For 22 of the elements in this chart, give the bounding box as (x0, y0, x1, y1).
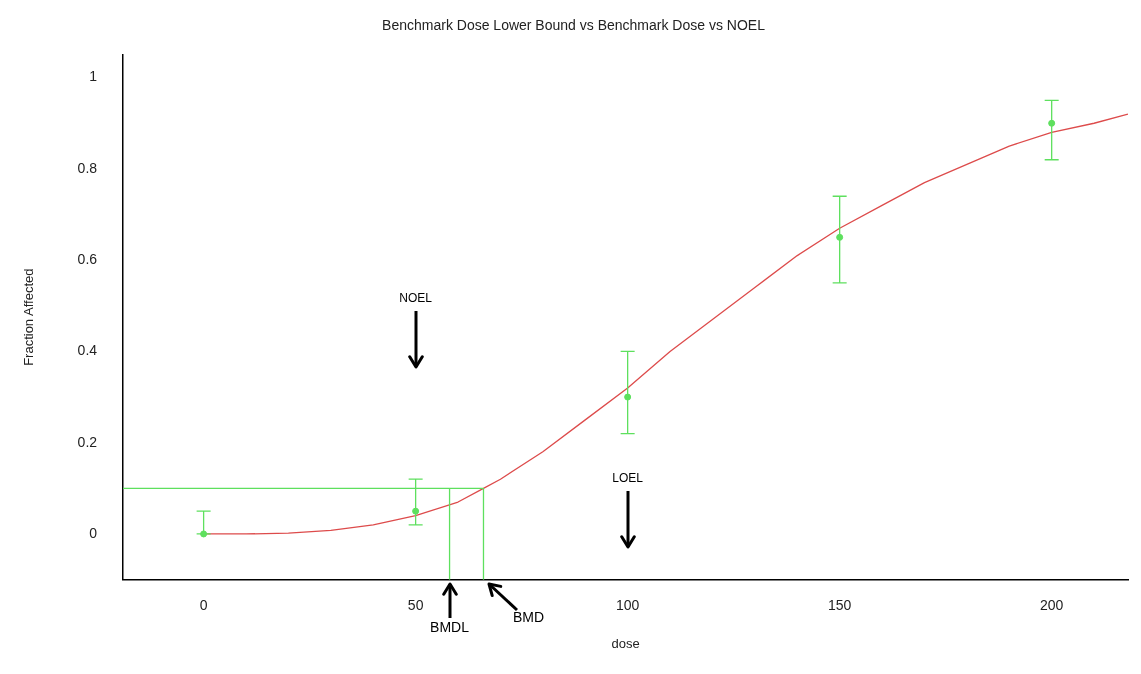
y-tick-label: 0 (89, 524, 98, 541)
point (624, 393, 632, 401)
y-tick-label: 0.2 (77, 433, 98, 450)
y-tick-label: 0.4 (77, 342, 98, 359)
y-tick-label: 0.6 (77, 251, 98, 268)
y-tick-label: 0.8 (77, 159, 98, 176)
point (836, 233, 844, 241)
point (412, 507, 420, 515)
x-tick-label: 150 (827, 596, 852, 613)
point (1048, 119, 1056, 127)
chart-title: Benchmark Dose Lower Bound vs Benchmark Dose vs NOEL (382, 17, 766, 34)
ref-line-label: BMD (512, 609, 545, 626)
x-tick-label: 200 (1040, 596, 1064, 613)
x-axis-title: dose (611, 635, 640, 651)
x-tick-label: 50 (407, 596, 424, 613)
annotation: NOEL (399, 290, 433, 305)
x-tick-label: 0 (199, 596, 208, 613)
ref-line-label: BMDL (430, 619, 470, 636)
y-axis-title: Fraction Affected (21, 268, 37, 366)
y-tick-label: 1 (89, 68, 98, 85)
annotation: LOEL (612, 470, 644, 485)
x-tick-label: 100 (615, 596, 640, 613)
